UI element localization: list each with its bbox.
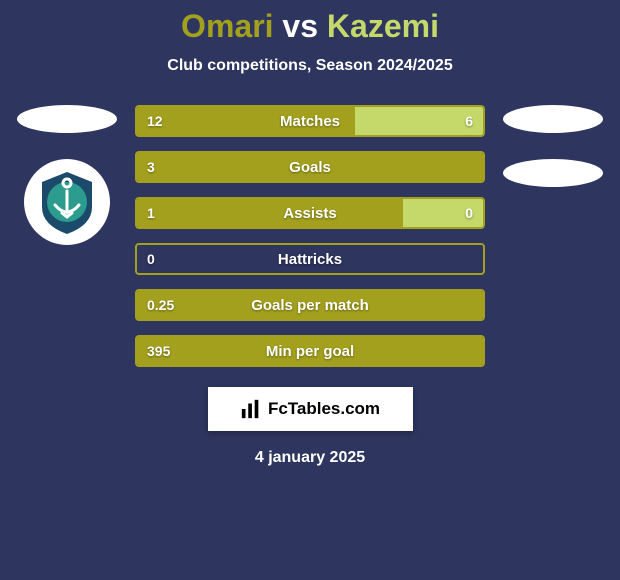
date: 4 january 2025 [0, 449, 620, 467]
stat-value-left: 3 [147, 159, 155, 175]
vs-separator: vs [282, 8, 318, 44]
stat-bar: Matches12 6 [135, 105, 485, 137]
stat-value-left: 1 [147, 205, 155, 221]
stat-value-left: 0 [147, 251, 155, 267]
stat-value-left: 0.25 [147, 297, 174, 313]
player-left-avatar [17, 105, 117, 133]
stat-label: Goals [137, 153, 483, 181]
stat-value-right: 6 [465, 113, 473, 129]
stat-bar: Hattricks0 [135, 243, 485, 275]
branding-text: FcTables.com [268, 399, 380, 419]
stat-bar: Min per goal395 [135, 335, 485, 367]
club-left-badge [24, 159, 110, 245]
bar-chart-icon [240, 398, 262, 420]
stat-label: Hattricks [137, 245, 483, 273]
club-right-badge [503, 159, 603, 187]
page-title: Omari vs Kazemi [0, 8, 620, 45]
branding-badge[interactable]: FcTables.com [208, 387, 413, 431]
stat-label: Assists [137, 199, 483, 227]
player-right-avatar [503, 105, 603, 133]
stat-label: Matches [137, 107, 483, 135]
stat-value-right: 0 [465, 205, 473, 221]
left-column [17, 105, 117, 245]
subtitle: Club competitions, Season 2024/2025 [0, 57, 620, 75]
stat-label: Goals per match [137, 291, 483, 319]
stat-bar: Goals3 [135, 151, 485, 183]
player-left-name: Omari [181, 8, 273, 44]
stats-list: Matches126Goals3Assists10Hattricks0Goals… [135, 105, 485, 367]
stat-bar: Goals per match0.25 [135, 289, 485, 321]
comparison-card: Omari vs Kazemi Club competitions, Seaso… [0, 0, 620, 580]
stat-label: Min per goal [137, 337, 483, 365]
stat-value-left: 395 [147, 343, 170, 359]
main-row: Matches126Goals3Assists10Hattricks0Goals… [0, 105, 620, 367]
stat-value-left: 12 [147, 113, 163, 129]
right-column [503, 105, 603, 187]
anchor-shield-icon [32, 167, 102, 237]
stat-bar: Assists1 0 [135, 197, 485, 229]
player-right-name: Kazemi [327, 8, 439, 44]
